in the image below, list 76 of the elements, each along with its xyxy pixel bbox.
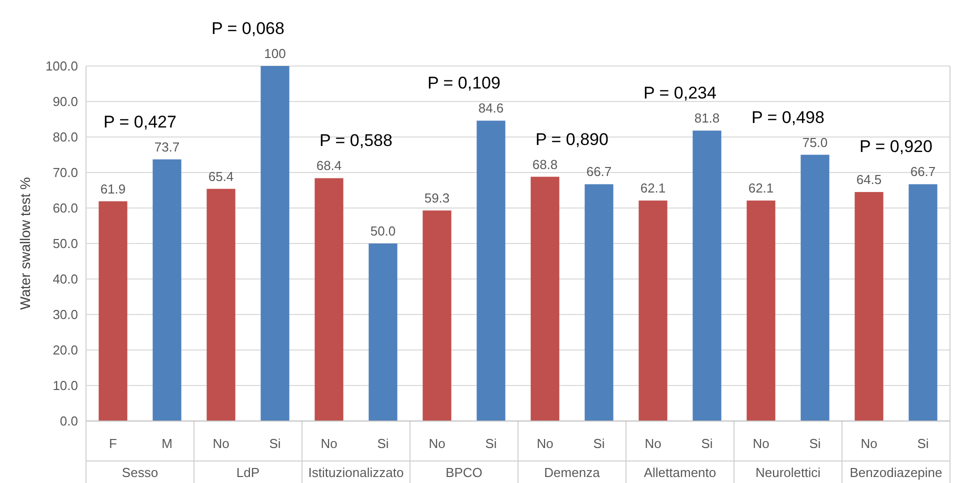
data-label: 61.9 [100, 181, 126, 196]
text: BPCO [446, 465, 482, 480]
text: Benzodiazepine [850, 465, 942, 480]
y-tick-label: 90.0 [52, 94, 78, 110]
x-tick-label: No [752, 436, 770, 451]
text: Allettamento [644, 465, 716, 480]
data-label: 59.3 [424, 190, 450, 206]
y-tick-label: 50.0 [52, 236, 78, 252]
annotation: P = 0,427 [104, 112, 176, 132]
x-tick-label: M [162, 436, 172, 451]
bar [746, 200, 776, 421]
y-tick-label: 70.0 [52, 165, 78, 180]
bar [908, 184, 938, 421]
bar [476, 120, 506, 421]
y-tick-label: 30.0 [52, 307, 78, 322]
data-label: 68.4 [316, 158, 342, 174]
bar [800, 154, 830, 421]
annotation: P = 0,588 [320, 131, 392, 150]
annotation: P = 0,890 [536, 130, 608, 149]
y-tick-label: 0.0 [60, 414, 78, 429]
y-tick-label: 10.0 [52, 378, 78, 394]
x-tick-label: Si [593, 436, 605, 451]
data-label: 84.6 [478, 100, 504, 116]
data-label: 50.0 [370, 224, 396, 238]
x-tick-label: No [644, 436, 662, 451]
text: Neurolettici [755, 465, 821, 480]
x-tick-label: Si [485, 436, 497, 451]
x-tick-label: Si [269, 436, 281, 451]
bar [314, 178, 344, 421]
bar [530, 176, 560, 421]
y-tick-label: 60.0 [52, 200, 78, 216]
annotation: P = 0,109 [428, 74, 500, 93]
bar [638, 200, 668, 421]
y-tick-label: 20.0 [52, 342, 78, 358]
text: P = 0,068 [212, 19, 284, 38]
x-tick-label: No [212, 436, 230, 451]
bar [206, 188, 236, 421]
data-label: 66.7 [910, 164, 936, 180]
annotation: P = 0,234 [644, 84, 716, 103]
x-tick-label: F [109, 436, 118, 451]
x-tick-label: Si [809, 436, 821, 451]
x-tick-label: No [860, 436, 878, 451]
bar [368, 244, 398, 421]
data-label: 68.8 [532, 156, 558, 172]
x-tick-label: Si [377, 436, 389, 451]
bar [98, 201, 128, 421]
bar [260, 66, 290, 421]
data-label: 64.5 [856, 172, 882, 188]
y-tick-label: 80.0 [52, 130, 78, 145]
text: Sesso [122, 465, 158, 480]
data-label: 62.1 [748, 180, 774, 196]
text: Demenza [544, 465, 601, 480]
annotation: P = 0,498 [752, 108, 824, 127]
data-label: 62.1 [640, 180, 666, 196]
data-label: 65.4 [208, 168, 234, 184]
bar [854, 192, 884, 421]
y-axis-title: Water swallow test % [17, 177, 33, 310]
y-tick-label: 100.0 [45, 58, 78, 74]
y-tick-label: 40.0 [52, 272, 78, 287]
annotation: P = 0,920 [860, 137, 932, 156]
x-tick-label: Si [917, 436, 929, 451]
x-tick-label: No [428, 436, 446, 451]
bar [422, 210, 452, 421]
x-tick-label: Si [701, 436, 713, 451]
x-tick-label: No [320, 436, 338, 451]
data-label: 73.7 [154, 139, 180, 154]
text: LdP [236, 465, 260, 480]
data-label: 75.0 [802, 134, 828, 150]
bar [584, 184, 614, 421]
bar [152, 159, 182, 421]
data-label: 81.8 [694, 110, 720, 126]
x-tick-label: No [536, 436, 554, 451]
data-label: 100 [264, 46, 286, 61]
data-label: 66.7 [586, 164, 612, 180]
text: Istituzionalizzato [308, 465, 404, 480]
bar [692, 130, 722, 421]
